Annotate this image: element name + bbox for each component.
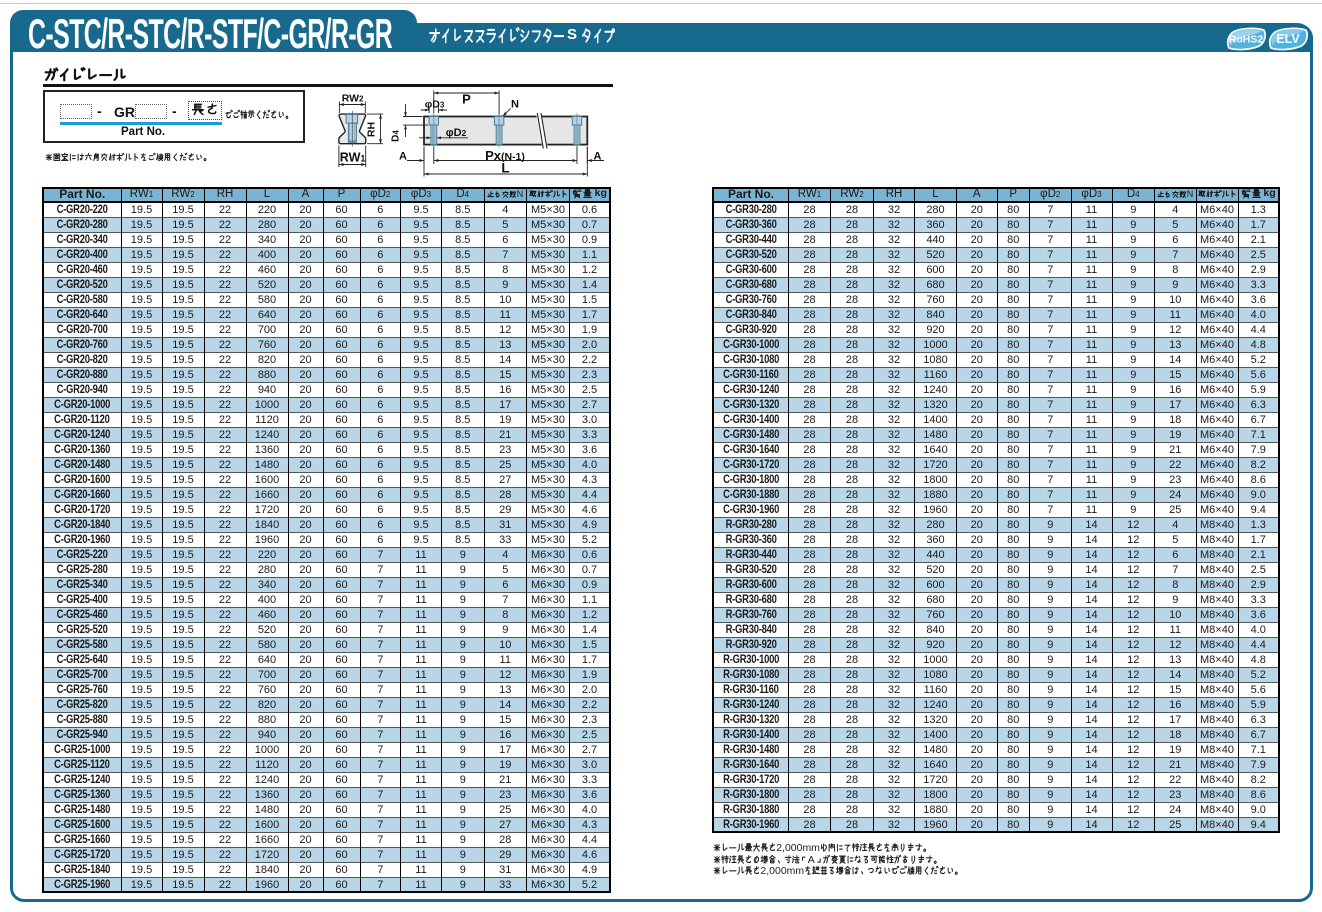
svg-text:φD3: φD3 bbox=[425, 99, 445, 111]
svg-text:RoHS2: RoHS2 bbox=[1229, 34, 1264, 46]
svg-text:ELV: ELV bbox=[1276, 32, 1300, 46]
svg-text:RH: RH bbox=[366, 122, 378, 137]
svg-text:RW2: RW2 bbox=[342, 93, 364, 105]
svg-text:A: A bbox=[594, 151, 602, 163]
svg-text:D4: D4 bbox=[391, 130, 402, 142]
svg-text:A: A bbox=[399, 151, 407, 163]
svg-text:Px(N-1): Px(N-1) bbox=[485, 148, 525, 163]
svg-text:2,000mm: 2,000mm bbox=[776, 843, 820, 854]
svg-text:P: P bbox=[462, 92, 471, 107]
svg-text:A: A bbox=[808, 855, 815, 866]
svg-text:φD2: φD2 bbox=[446, 127, 467, 139]
svg-text:N: N bbox=[511, 99, 519, 111]
svg-text:RW1: RW1 bbox=[340, 151, 366, 165]
svg-text:L: L bbox=[501, 161, 509, 176]
svg-text:2,000mm: 2,000mm bbox=[760, 866, 804, 877]
